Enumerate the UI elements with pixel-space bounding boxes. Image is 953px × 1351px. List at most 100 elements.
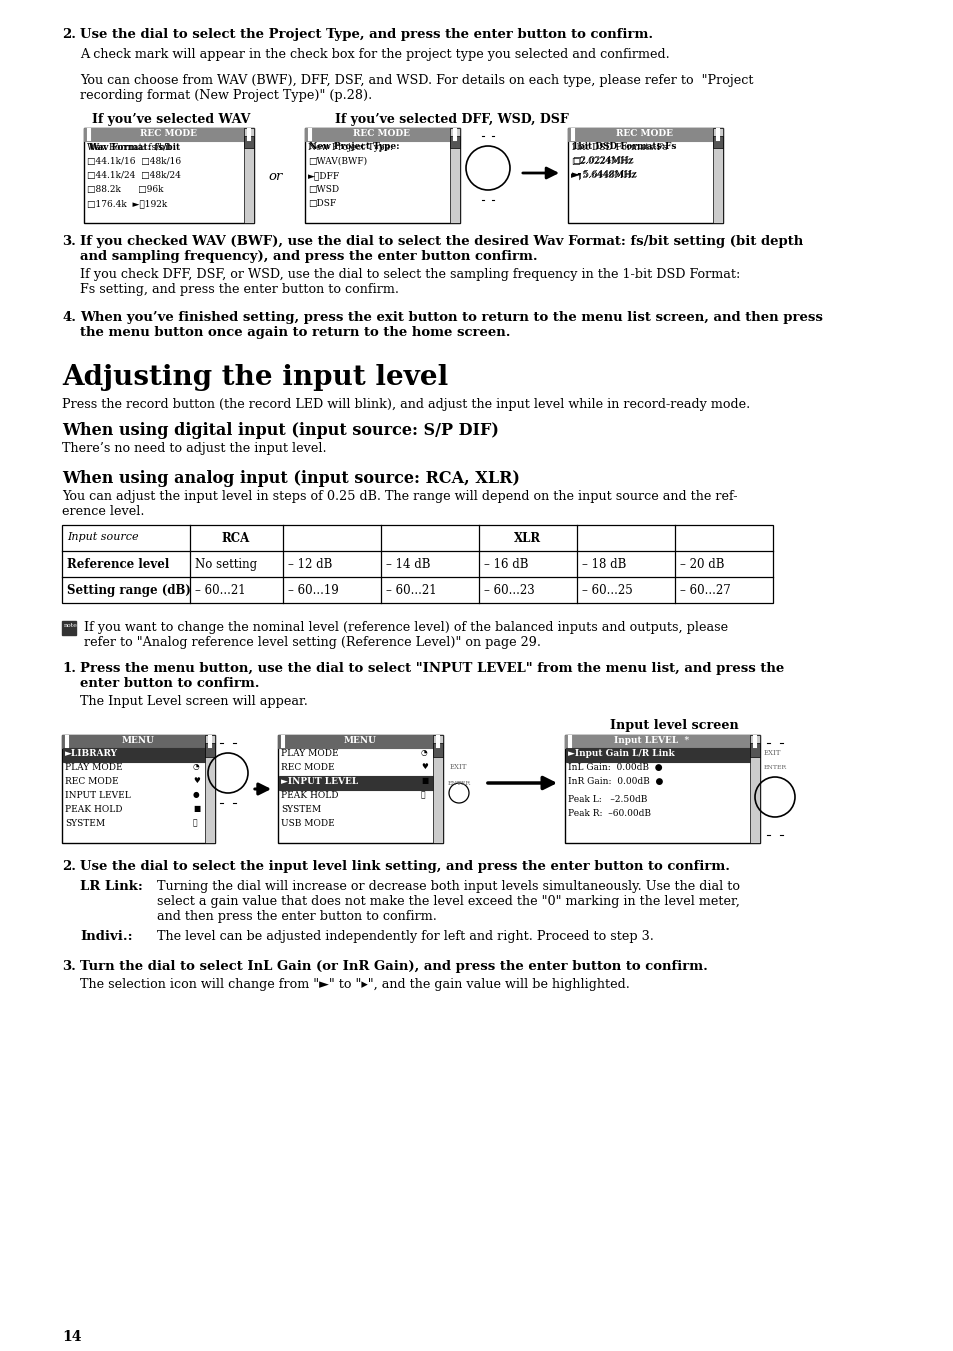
Text: – 60...25: – 60...25: [581, 584, 632, 597]
Text: and then press the enter button to confirm.: and then press the enter button to confi…: [157, 911, 436, 923]
Text: ♥: ♥: [193, 777, 200, 785]
Bar: [564, 735, 760, 843]
Text: 1bit DSD Formats:Fs: 1bit DSD Formats:Fs: [571, 143, 667, 153]
Text: □2.0224MHz: □2.0224MHz: [572, 155, 633, 165]
Bar: [278, 775, 433, 790]
Text: ★: ★: [193, 819, 197, 827]
Text: □DSF: □DSF: [308, 199, 335, 208]
Bar: [244, 136, 253, 149]
Text: ►INPUT LEVEL: ►INPUT LEVEL: [281, 777, 358, 786]
Text: Press the record button (the record LED will blink), and adjust the input level : Press the record button (the record LED …: [62, 399, 749, 411]
Text: the menu button once again to return to the home screen.: the menu button once again to return to …: [80, 326, 510, 339]
Text: When using digital input (input source: S/P DIF): When using digital input (input source: …: [62, 422, 498, 439]
Text: PEAK HOLD: PEAK HOLD: [65, 805, 122, 815]
Text: ►Input Gain L/R Link: ►Input Gain L/R Link: [567, 748, 674, 758]
Bar: [62, 735, 214, 843]
Text: Input level screen: Input level screen: [609, 719, 738, 732]
Text: If you’ve selected WAV: If you’ve selected WAV: [91, 113, 250, 126]
Text: REC MODE: REC MODE: [65, 777, 118, 786]
Text: ►┑5.6448MHz: ►┑5.6448MHz: [571, 172, 637, 180]
Text: InR Gain:  0.00dB  ●: InR Gain: 0.00dB ●: [567, 777, 662, 786]
Text: ■: ■: [193, 805, 200, 813]
Bar: [433, 735, 442, 843]
Text: ►☑DFF: ►☑DFF: [308, 172, 340, 180]
Text: ◔: ◔: [420, 748, 427, 757]
Text: ★: ★: [420, 790, 425, 798]
Text: MENU: MENU: [121, 736, 154, 744]
Text: Reference level: Reference level: [67, 558, 169, 571]
Text: XLR: XLR: [514, 532, 541, 544]
Bar: [62, 735, 214, 748]
Text: USB MODE: USB MODE: [281, 819, 335, 828]
Text: New Project Type:: New Project Type:: [309, 142, 399, 151]
Text: □44.1k/24  □48k/24: □44.1k/24 □48k/24: [87, 172, 181, 180]
Bar: [84, 128, 253, 141]
Bar: [244, 128, 253, 223]
Text: EXIT: EXIT: [763, 748, 781, 757]
Text: 14: 14: [62, 1329, 81, 1344]
Text: There’s no need to adjust the input level.: There’s no need to adjust the input leve…: [62, 442, 326, 455]
Text: or: or: [268, 170, 282, 182]
Text: □WSD: □WSD: [308, 185, 338, 195]
Text: ◔: ◔: [193, 763, 199, 771]
Text: Press the menu button, use the dial to select "INPUT LEVEL" from the menu list, : Press the menu button, use the dial to s…: [80, 662, 783, 676]
Bar: [62, 621, 76, 635]
Text: – 60...21: – 60...21: [386, 584, 436, 597]
Text: select a gain value that does not make the level exceed the "0" marking in the l: select a gain value that does not make t…: [157, 894, 740, 908]
Text: □44.1k/16  □48k/16: □44.1k/16 □48k/16: [87, 157, 181, 166]
Bar: [205, 743, 214, 757]
Text: 3.: 3.: [62, 235, 76, 249]
Text: refer to "Analog reference level setting (Reference Level)" on page 29.: refer to "Analog reference level setting…: [84, 636, 540, 648]
Text: If you want to change the nominal level (reference level) of the balanced inputs: If you want to change the nominal level …: [84, 621, 727, 634]
Text: ENTER: ENTER: [447, 781, 470, 786]
Text: – 60...23: – 60...23: [483, 584, 535, 597]
Text: InL Gain:  0.00dB  ●: InL Gain: 0.00dB ●: [567, 763, 662, 771]
Text: □2.0224MHz: □2.0224MHz: [571, 157, 632, 166]
Text: New Project Type:: New Project Type:: [308, 143, 393, 153]
Text: recording format (New Project Type)" (p.28).: recording format (New Project Type)" (p.…: [80, 89, 372, 101]
Text: □88.2k      □96k: □88.2k □96k: [87, 185, 163, 195]
Text: The selection icon will change from "►" to "▸", and the gain value will be highl: The selection icon will change from "►" …: [80, 978, 629, 992]
Text: PLAY MODE: PLAY MODE: [281, 748, 338, 758]
Text: Peak L:   –2.50dB: Peak L: –2.50dB: [567, 794, 647, 804]
Bar: [565, 748, 749, 762]
Text: SYSTEM: SYSTEM: [281, 805, 321, 815]
Text: REC MODE: REC MODE: [140, 128, 197, 138]
Text: Use the dial to select the input level link setting, and press the enter button : Use the dial to select the input level l…: [80, 861, 729, 873]
Bar: [450, 136, 459, 149]
Bar: [305, 128, 459, 141]
Text: – 14 dB: – 14 dB: [386, 558, 430, 571]
Text: EXIT: EXIT: [450, 763, 467, 771]
Text: Indivi.:: Indivi.:: [80, 929, 132, 943]
Bar: [84, 128, 253, 223]
Text: Input source: Input source: [67, 532, 138, 542]
Bar: [305, 128, 459, 223]
Text: REC MODE: REC MODE: [354, 128, 410, 138]
Text: enter button to confirm.: enter button to confirm.: [80, 677, 259, 690]
Text: – 12 dB: – 12 dB: [288, 558, 332, 571]
Text: The level can be adjusted independently for left and right. Proceed to step 3.: The level can be adjusted independently …: [157, 929, 653, 943]
Text: 2.: 2.: [62, 28, 76, 41]
Text: When you’ve finished setting, press the exit button to return to the menu list s: When you’ve finished setting, press the …: [80, 311, 822, 324]
Text: ♥: ♥: [420, 763, 428, 771]
Text: and sampling frequency), and press the enter button confirm.: and sampling frequency), and press the e…: [80, 250, 537, 263]
Text: MENU: MENU: [343, 736, 376, 744]
Text: Adjusting the input level: Adjusting the input level: [62, 363, 448, 390]
Bar: [564, 735, 760, 748]
Text: PEAK HOLD: PEAK HOLD: [281, 790, 338, 800]
Text: □WAV(BWF): □WAV(BWF): [308, 157, 367, 166]
Text: □176.4k  ►☑192k: □176.4k ►☑192k: [87, 199, 167, 208]
Text: Wav Format: fs/bit: Wav Format: fs/bit: [87, 143, 172, 153]
Text: – 20 dB: – 20 dB: [679, 558, 723, 571]
Text: Use the dial to select the Project Type, and press the enter button to confirm.: Use the dial to select the Project Type,…: [80, 28, 653, 41]
Text: The Input Level screen will appear.: The Input Level screen will appear.: [80, 694, 308, 708]
Bar: [63, 748, 205, 762]
Text: LR Link:: LR Link:: [80, 880, 143, 893]
Text: 1.: 1.: [62, 662, 76, 676]
Text: – 60...21: – 60...21: [194, 584, 245, 597]
Text: 3.: 3.: [62, 961, 76, 973]
Text: ENTER: ENTER: [763, 765, 786, 770]
Text: You can choose from WAV (BWF), DFF, DSF, and WSD. For details on each type, plea: You can choose from WAV (BWF), DFF, DSF,…: [80, 74, 753, 86]
Text: Fs setting, and press the enter button to confirm.: Fs setting, and press the enter button t…: [80, 282, 398, 296]
Bar: [205, 735, 214, 843]
